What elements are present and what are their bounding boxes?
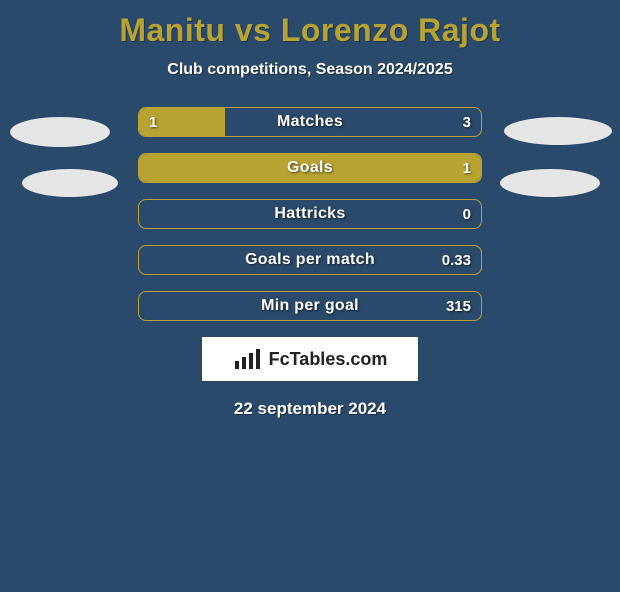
avatar-right-1 xyxy=(504,117,612,145)
stat-row: Matches1 3 xyxy=(138,107,482,137)
bars-container: Matches13Goals1Hattricks0Goals per match… xyxy=(138,107,482,321)
stat-label: Min per goal xyxy=(139,292,481,320)
stat-row: Goals1 xyxy=(138,153,482,183)
date-line: 22 september 2024 xyxy=(0,399,620,419)
comparison-chart: Matches13Goals1Hattricks0Goals per match… xyxy=(0,107,620,321)
stat-value-left: 1 xyxy=(149,108,157,136)
logo-box: FcTables.com xyxy=(202,337,418,381)
stat-row: Hattricks0 xyxy=(138,199,482,229)
logo-text: FcTables.com xyxy=(269,349,388,370)
page-title: Manitu vs Lorenzo Rajot xyxy=(0,12,620,49)
stat-row: Goals per match0.33 xyxy=(138,245,482,275)
stat-value-right: 315 xyxy=(446,292,471,320)
stat-label: Goals xyxy=(139,154,481,182)
avatar-left-2 xyxy=(22,169,118,197)
stat-value-right: 3 xyxy=(463,108,471,136)
logo-chart-icon xyxy=(233,347,263,371)
avatar-left-1 xyxy=(10,117,110,147)
stat-value-right: 0.33 xyxy=(442,246,471,274)
stat-label: Hattricks xyxy=(139,200,481,228)
stat-value-right: 0 xyxy=(463,200,471,228)
stat-row: Min per goal315 xyxy=(138,291,482,321)
stat-label: Goals per match xyxy=(139,246,481,274)
stat-label: Matches xyxy=(139,108,481,136)
stat-value-right: 1 xyxy=(463,154,471,182)
avatar-right-2 xyxy=(500,169,600,197)
subtitle: Club competitions, Season 2024/2025 xyxy=(0,61,620,79)
